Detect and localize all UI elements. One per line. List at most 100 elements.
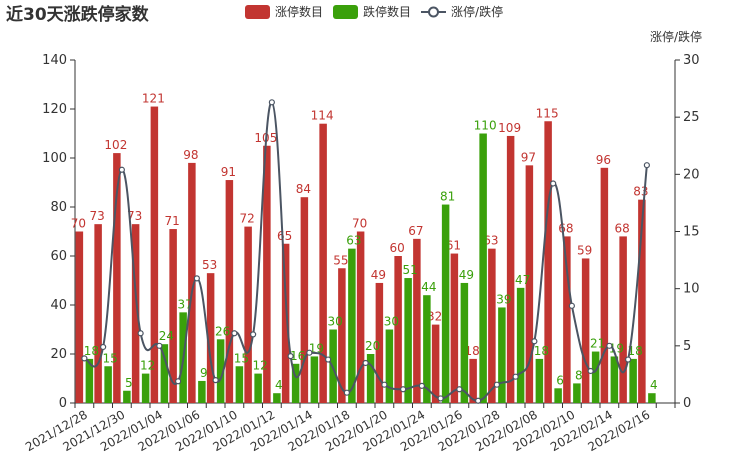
limit-down-swatch (333, 4, 359, 19)
bar-label-limit-up: 68 (558, 221, 573, 235)
bar-limit-down (535, 358, 544, 403)
bar-label-limit-up: 68 (614, 221, 629, 235)
bar-label-limit-down: 18 (84, 344, 99, 358)
legend-label-limit-down: 跌停数目 (363, 5, 412, 19)
bar-limit-down (273, 393, 281, 403)
ratio-point (493, 381, 500, 388)
bar-label-limit-up: 73 (89, 209, 104, 223)
ratio-point (156, 342, 163, 349)
y-tick-label: 120 (42, 102, 67, 117)
bar-label-limit-up: 63 (483, 234, 498, 248)
bar-label-limit-up: 102 (104, 138, 127, 152)
bar-limit-up (94, 224, 102, 403)
bar-limit-down (160, 344, 169, 403)
bar-label-limit-down: 30 (327, 315, 342, 329)
y-tick-label: 40 (50, 298, 67, 313)
bar-limit-up (75, 231, 84, 403)
y-tick-label: 60 (50, 249, 67, 264)
ratio-point (212, 377, 219, 384)
bar-limit-up (488, 248, 496, 403)
ratio-point (475, 397, 482, 404)
bar-label-limit-down: 21 (590, 337, 605, 351)
bar-limit-up (581, 258, 590, 403)
ratio-point (400, 386, 407, 393)
ratio-point (625, 356, 632, 363)
ratio-point (325, 356, 332, 363)
bar-label-limit-up: 96 (596, 153, 611, 167)
ratio-point (81, 355, 88, 362)
bar-limit-up (263, 145, 271, 403)
ratio-point (606, 342, 613, 349)
legend-item-limit-up[interactable]: 涨停数目 (245, 3, 323, 20)
bar-label-limit-up: 72 (239, 212, 254, 226)
bar-label-limit-down: 4 (650, 378, 658, 392)
ratio-point (456, 386, 463, 393)
bar-limit-up (356, 231, 365, 403)
bar-label-limit-up: 71 (164, 214, 179, 228)
ratio-point (437, 395, 444, 402)
bar-label-limit-down: 51 (402, 263, 417, 277)
bar-limit-down (198, 380, 206, 403)
bar-limit-up (619, 236, 627, 403)
bar-limit-up (563, 236, 571, 403)
bar-label-limit-down: 15 (102, 351, 117, 365)
bar-label-limit-down: 63 (346, 234, 361, 248)
ratio-point (231, 330, 238, 337)
bar-limit-down (516, 287, 525, 403)
bar-limit-up (450, 253, 459, 403)
y-tick-label: 20 (50, 347, 67, 362)
bar-label-limit-down: 5 (125, 376, 133, 390)
bar-limit-up (169, 229, 177, 403)
bar-limit-down (216, 339, 225, 403)
y-tick-label: 140 (42, 53, 67, 68)
bar-label-limit-up: 67 (408, 224, 423, 238)
bar-label-limit-down: 26 (215, 324, 230, 338)
bar-limit-up (638, 199, 646, 403)
bar-label-limit-down: 15 (234, 351, 249, 365)
bar-limit-up (225, 180, 234, 403)
ratio-line-swatch (421, 6, 447, 17)
bar-limit-up (525, 165, 534, 403)
ratio-line (83, 101, 648, 402)
bar-label-limit-up: 70 (352, 217, 367, 231)
bar-label-limit-up: 121 (142, 92, 165, 106)
bar-limit-up (131, 224, 140, 403)
ratio-point (568, 302, 575, 309)
bar-label-limit-down: 30 (384, 315, 399, 329)
bar-limit-up (469, 358, 477, 403)
ratio-point (250, 331, 257, 338)
bar-label-limit-up: 61 (446, 239, 461, 253)
bar-label-limit-up: 84 (296, 182, 311, 196)
bar-limit-down (441, 204, 450, 403)
bar-limit-up (319, 123, 327, 403)
bar-limit-down (423, 295, 431, 403)
ratio-point (550, 180, 557, 187)
bar-limit-down (404, 278, 412, 403)
chart-title: 近30天涨跌停家数 (6, 5, 149, 25)
bar-limit-down (610, 356, 619, 403)
y-tick-label: 80 (50, 200, 67, 215)
legend-label-ratio: 涨停/跌停 (451, 5, 504, 19)
ratio-point (531, 338, 538, 345)
legend-item-ratio[interactable]: 涨停/跌停 (421, 3, 503, 20)
legend-item-limit-down[interactable]: 跌停数目 (333, 3, 411, 20)
bar-limit-up (206, 273, 215, 403)
legend: 涨停数目 跌停数目 涨停/跌停 (245, 3, 513, 20)
bar-limit-down (460, 282, 469, 403)
bar-label-limit-up: 65 (277, 229, 292, 243)
bar-label-limit-up: 91 (221, 165, 236, 179)
bar-label-limit-down: 110 (474, 119, 497, 133)
bar-limit-down (104, 366, 112, 403)
bar-label-limit-up: 98 (183, 148, 198, 162)
bar-label-limit-up: 53 (202, 258, 217, 272)
bar-limit-down (591, 351, 600, 403)
bar-label-limit-up: 115 (536, 106, 559, 120)
bar-limit-up (338, 268, 346, 403)
bar-limit-up (544, 121, 552, 403)
bar-label-limit-down: 44 (421, 280, 436, 294)
bar-label-limit-down: 12 (140, 359, 155, 373)
bar-limit-down (385, 329, 394, 403)
bar-label-limit-up: 97 (521, 150, 536, 164)
bar-label-limit-up: 70 (71, 217, 86, 231)
